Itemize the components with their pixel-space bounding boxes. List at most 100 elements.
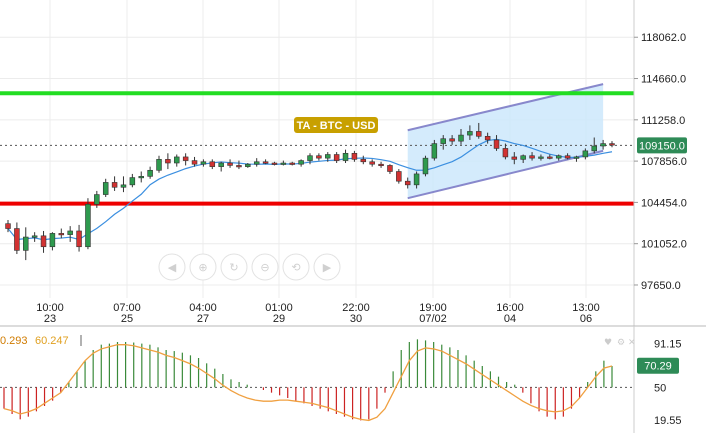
candle[interactable] bbox=[325, 152, 331, 162]
candle[interactable] bbox=[360, 155, 367, 165]
close-icon[interactable]: ✕ bbox=[628, 338, 636, 348]
candle[interactable] bbox=[573, 155, 580, 162]
candle[interactable] bbox=[342, 149, 349, 163]
candle[interactable] bbox=[502, 143, 509, 160]
candle[interactable] bbox=[253, 158, 260, 167]
next-arrow-icon-bg bbox=[313, 253, 341, 281]
candle-body-down bbox=[76, 230, 82, 248]
candle[interactable] bbox=[174, 154, 180, 167]
candle[interactable] bbox=[547, 154, 553, 160]
candle[interactable] bbox=[431, 139, 438, 161]
date-tick-label: 27 bbox=[197, 313, 209, 325]
candle[interactable] bbox=[484, 132, 491, 144]
candle[interactable] bbox=[102, 178, 109, 197]
candle[interactable] bbox=[351, 150, 358, 162]
date-tick-label: 07/02 bbox=[419, 313, 447, 325]
reset-zoom-icon[interactable]: ⟲ bbox=[282, 253, 310, 281]
candle[interactable] bbox=[467, 125, 473, 140]
indicator-pane[interactable]: 0.293 60.247 ♥ ⚙ ✕ bbox=[0, 335, 636, 422]
candle[interactable] bbox=[289, 161, 295, 166]
candle[interactable] bbox=[307, 153, 313, 165]
next-arrow-icon[interactable]: ▶ bbox=[313, 253, 341, 281]
candle-body-down bbox=[369, 161, 375, 165]
candle[interactable] bbox=[449, 135, 455, 145]
candle[interactable] bbox=[49, 232, 56, 251]
candle[interactable] bbox=[422, 155, 429, 177]
heart-icon[interactable]: ♥ bbox=[604, 338, 612, 348]
candle[interactable] bbox=[538, 154, 544, 161]
candle[interactable] bbox=[94, 190, 100, 208]
candle[interactable] bbox=[200, 159, 207, 167]
candle[interactable] bbox=[120, 176, 127, 193]
candle[interactable] bbox=[129, 173, 136, 188]
price-plot[interactable] bbox=[0, 0, 634, 298]
candle[interactable] bbox=[555, 154, 562, 161]
candle[interactable] bbox=[609, 141, 615, 148]
candle[interactable] bbox=[58, 228, 65, 239]
candle[interactable] bbox=[262, 159, 269, 165]
zoom-out-icon-bg bbox=[251, 253, 279, 281]
zoom-fit-icon-glyph: ↻ bbox=[229, 261, 238, 274]
candle[interactable] bbox=[582, 148, 589, 160]
candle-body-up bbox=[85, 203, 91, 248]
prev-arrow-icon-glyph: ◀ bbox=[168, 261, 177, 274]
candle[interactable] bbox=[591, 137, 597, 154]
zoom-out-icon[interactable]: ⊖ bbox=[251, 253, 279, 281]
zoom-in-icon[interactable]: ⊕ bbox=[189, 253, 217, 281]
candle[interactable] bbox=[511, 152, 518, 165]
candle[interactable] bbox=[316, 153, 322, 161]
candle[interactable] bbox=[440, 135, 446, 150]
candle[interactable] bbox=[85, 198, 91, 250]
candle[interactable] bbox=[493, 135, 500, 151]
candle[interactable] bbox=[280, 160, 287, 166]
candle[interactable] bbox=[333, 152, 340, 163]
candle[interactable] bbox=[387, 164, 393, 174]
candle[interactable] bbox=[138, 171, 144, 183]
candle-body-up bbox=[129, 177, 136, 186]
candle[interactable] bbox=[209, 159, 216, 170]
candle-body-down bbox=[14, 228, 20, 251]
candle[interactable] bbox=[111, 176, 118, 191]
time-tick-label: 22:00 bbox=[342, 302, 370, 314]
candle[interactable] bbox=[156, 155, 162, 173]
candle[interactable] bbox=[378, 161, 384, 168]
candle[interactable] bbox=[271, 161, 278, 166]
candle[interactable] bbox=[369, 159, 375, 167]
candle[interactable] bbox=[458, 129, 464, 145]
price-axis: 118062.0 114660.0 111258.0 107856.0 104454.0… bbox=[634, 32, 687, 292]
candle[interactable] bbox=[31, 232, 38, 242]
current-price-tag: 109150.0 bbox=[637, 137, 687, 154]
candle[interactable] bbox=[14, 222, 20, 255]
candle[interactable] bbox=[529, 152, 535, 161]
candle[interactable] bbox=[564, 153, 571, 160]
zoom-fit-icon[interactable]: ↻ bbox=[220, 253, 248, 281]
candle[interactable] bbox=[476, 122, 482, 139]
candle[interactable] bbox=[76, 224, 82, 252]
candle[interactable] bbox=[413, 171, 420, 189]
candle[interactable] bbox=[218, 161, 224, 172]
symbol-badge: TA - BTC - USD bbox=[294, 117, 378, 133]
channel-lower-line[interactable] bbox=[407, 149, 604, 200]
candle[interactable] bbox=[396, 169, 402, 184]
indicator-tick-label: 19.55 bbox=[654, 415, 682, 427]
candle[interactable] bbox=[245, 163, 251, 168]
candle[interactable] bbox=[298, 159, 304, 167]
candle[interactable] bbox=[5, 220, 11, 233]
candle[interactable] bbox=[600, 139, 606, 150]
candle[interactable] bbox=[236, 160, 242, 170]
candle[interactable] bbox=[165, 153, 171, 170]
prev-arrow-icon[interactable]: ◀ bbox=[158, 253, 186, 281]
candle-body-down bbox=[484, 135, 491, 141]
candle[interactable] bbox=[147, 166, 153, 179]
candle[interactable] bbox=[40, 230, 47, 253]
candle[interactable] bbox=[191, 156, 198, 167]
candle[interactable] bbox=[182, 153, 189, 166]
candle[interactable] bbox=[67, 226, 73, 242]
candle[interactable] bbox=[404, 177, 411, 189]
settings-icon[interactable]: ⚙ bbox=[617, 338, 625, 348]
candle[interactable] bbox=[23, 227, 29, 261]
candle[interactable] bbox=[520, 154, 526, 163]
candle-body-up bbox=[440, 138, 446, 144]
candle[interactable] bbox=[227, 159, 233, 168]
